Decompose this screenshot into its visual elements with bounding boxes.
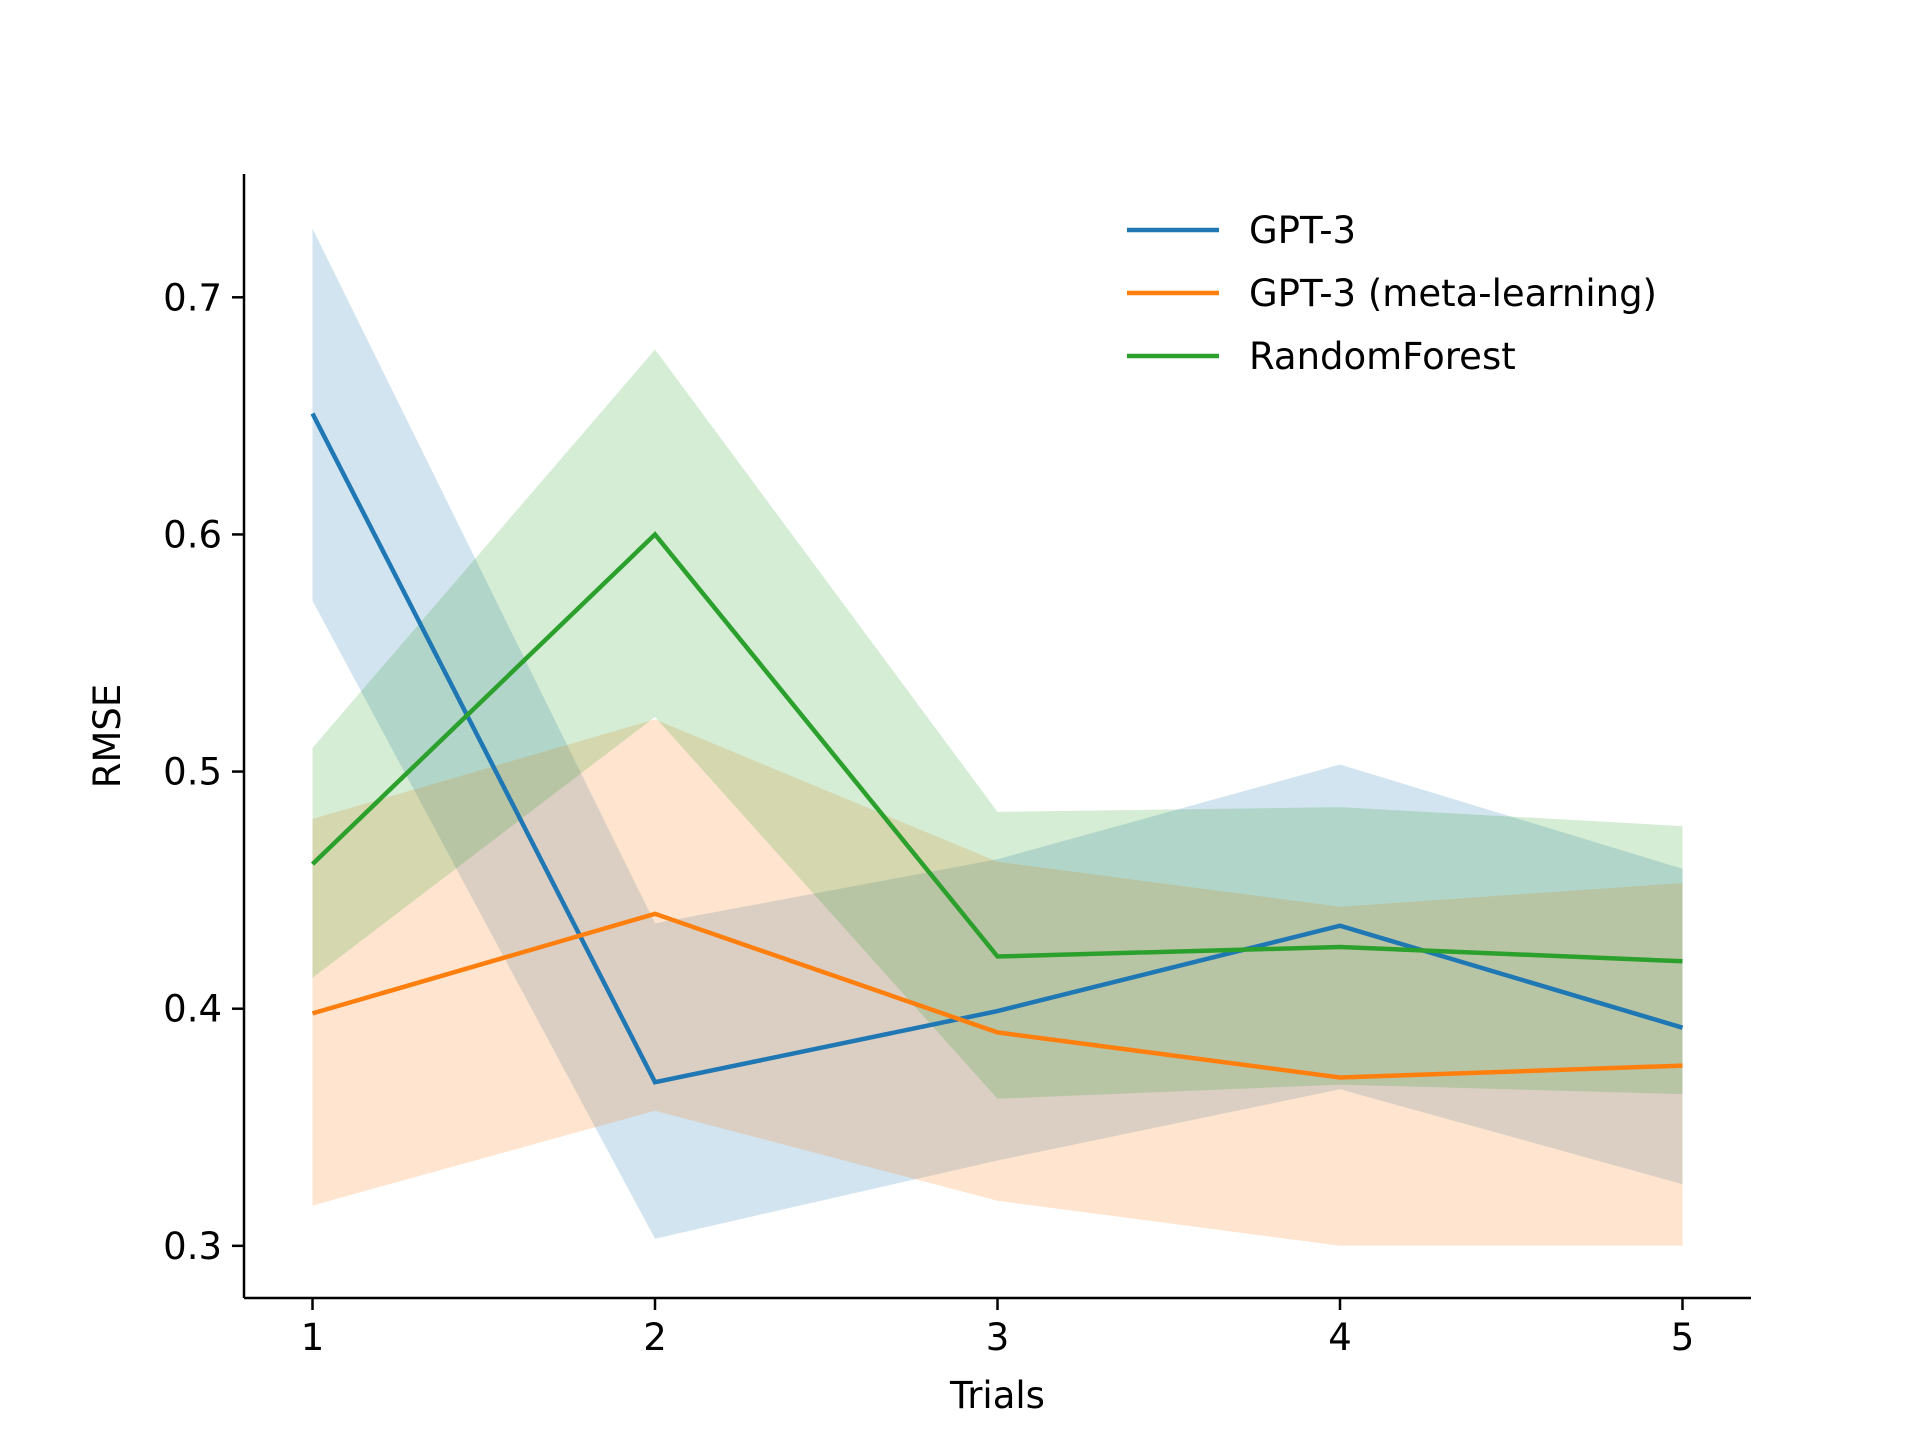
confidence-bands — [312, 228, 1683, 1246]
legend-label-series-1: GPT-3 — [1249, 209, 1356, 252]
legend-label-series-2: GPT-3 (meta-learning) — [1249, 272, 1657, 315]
line-series-2 — [311, 911, 1683, 1080]
x-tick-label: 5 — [1671, 1316, 1695, 1359]
x-axis-label: Trials — [949, 1374, 1045, 1417]
x-tick-label: 2 — [643, 1316, 667, 1359]
x-tick-label: 3 — [986, 1316, 1010, 1359]
line-series-3 — [310, 531, 1683, 964]
y-ticks: 0.3 0.4 0.5 0.6 0.7 — [163, 276, 244, 1268]
legend: GPT-3 GPT-3 (meta-learning) RandomForest — [1127, 209, 1657, 378]
series-lines — [310, 412, 1684, 1085]
band-series-2 — [312, 719, 1683, 1246]
y-tick-label: 0.3 — [163, 1225, 222, 1268]
legend-label-series-3: RandomForest — [1249, 335, 1516, 378]
y-tick-label: 0.6 — [163, 513, 222, 556]
y-tick-label: 0.4 — [163, 988, 222, 1031]
y-tick-label: 0.7 — [163, 276, 222, 319]
x-tick-label: 4 — [1328, 1316, 1352, 1359]
x-tick-label: 1 — [301, 1316, 325, 1359]
y-tick-label: 0.5 — [163, 751, 222, 794]
y-axis-label: RMSE — [86, 684, 129, 789]
line-series-1 — [310, 412, 1684, 1085]
x-ticks: 1 2 3 4 5 — [301, 1298, 1695, 1359]
band-series-1 — [312, 228, 1683, 1239]
